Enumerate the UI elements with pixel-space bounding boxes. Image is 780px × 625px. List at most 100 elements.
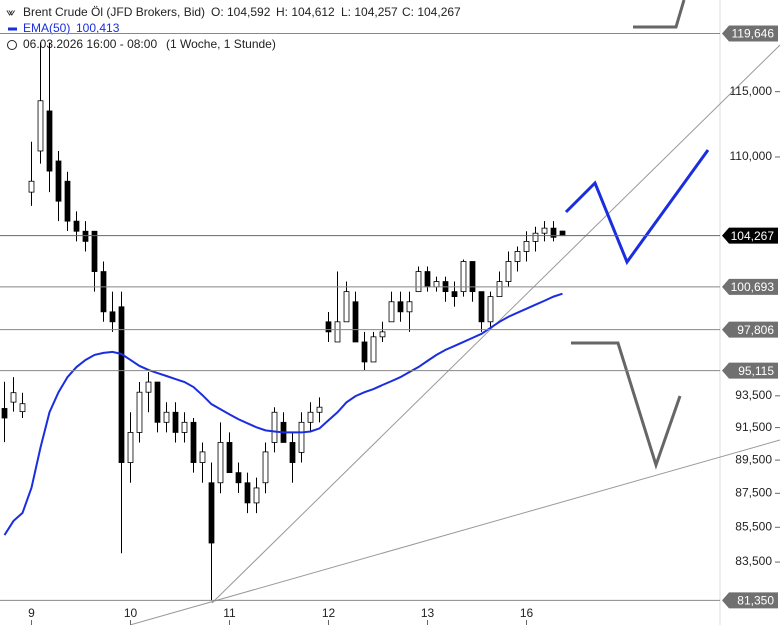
y-tick-label: 91,500: [735, 420, 772, 434]
candle-body: [478, 291, 485, 323]
chart-title: Brent Crude Öl (JFD Brokers, Bid): [23, 5, 205, 19]
trend-line: [129, 439, 780, 625]
candle-body: [37, 100, 44, 152]
candle-body: [334, 321, 341, 343]
candle-body: [298, 421, 305, 453]
y-tick-label: 110,000: [730, 149, 773, 163]
x-tick-label: 10: [124, 606, 138, 620]
price-label-box: [722, 227, 778, 244]
price-label: 95,115: [738, 364, 774, 378]
ohlc-info: H: 104,612: [276, 5, 335, 19]
candle-body: [415, 271, 422, 293]
candle-body: [91, 230, 98, 272]
legend: ⩖ Brent Crude Öl (JFD Brokers, Bid) O: 1…: [6, 5, 461, 51]
candle-body: [379, 331, 386, 338]
candle-body: [361, 341, 368, 363]
candle-body: [109, 311, 116, 323]
candle-body: [181, 421, 188, 433]
y-tick-label: 93,500: [735, 388, 772, 402]
candle-body: [424, 271, 431, 288]
candle-body: [172, 411, 179, 433]
x-tick-label: 12: [322, 606, 336, 620]
candle-body: [514, 251, 521, 262]
candle-body: [28, 180, 35, 193]
candle-body: [451, 291, 458, 298]
candle-body: [253, 487, 260, 504]
candle-body: [388, 301, 395, 323]
candle-body: [271, 411, 278, 443]
candle-body: [226, 442, 233, 474]
clock-icon: [7, 40, 17, 50]
candle-body: [118, 306, 125, 463]
candle-body: [433, 281, 440, 288]
candle-body: [127, 432, 134, 463]
candle-body: [325, 321, 332, 333]
price-label-box: [722, 278, 778, 295]
candle-body: [82, 230, 89, 242]
price-label: 119,646: [732, 27, 775, 41]
icon: ⩖: [6, 5, 16, 19]
candle-body: [10, 392, 17, 403]
price-label: 97,806: [737, 323, 774, 337]
ema-line: [3, 292, 563, 536]
candle-body: [289, 442, 296, 463]
candle-body: [190, 421, 197, 463]
candle-body: [55, 160, 62, 202]
candle-body: [235, 472, 242, 484]
legend-value: 100,413: [76, 21, 120, 35]
drawing: [564, 149, 710, 266]
x-tick-label: 11: [223, 606, 236, 620]
candle-body: [73, 220, 80, 232]
candle-body: [406, 301, 413, 313]
candle-body: [505, 261, 512, 282]
candle-body: [316, 406, 323, 413]
candle-body: [532, 232, 539, 242]
candle-body: [397, 301, 404, 313]
ohlc-info: L: 104,257: [341, 5, 398, 19]
drawing: [633, 0, 686, 29]
ohlc-info: C: 104,267: [402, 5, 461, 19]
price-label: 104,267: [731, 229, 775, 243]
x-tick-label: 9: [28, 606, 35, 620]
candle-body: [352, 301, 359, 343]
candle-body: [19, 403, 26, 413]
candle-body: [487, 296, 494, 323]
candle-body: [208, 482, 215, 544]
y-tick-label: 115,000: [730, 84, 773, 98]
candle-body: [307, 411, 314, 423]
y-tick-label: 85,500: [735, 519, 772, 533]
candle-body: [154, 381, 161, 423]
candle-body: [496, 281, 503, 298]
price-label-box: [722, 25, 778, 42]
candle-body: [370, 336, 377, 363]
candle-body: [199, 451, 206, 463]
y-tick-label: 87,500: [735, 485, 772, 499]
candle-body: [64, 180, 71, 222]
candle-body: [460, 261, 467, 293]
price-label-box: [722, 592, 778, 609]
candle-body: [163, 411, 170, 423]
y-tick-label: 83,500: [735, 554, 772, 568]
period: (1 Woche, 1 Stunde): [166, 37, 276, 51]
y-tick-label: 89,500: [735, 452, 772, 466]
legend-entry: EMA(50): [23, 21, 70, 35]
candle-body: [523, 240, 530, 252]
candle-body: [262, 451, 269, 484]
candle-body: [136, 391, 143, 433]
candle-body: [46, 110, 53, 172]
candle-body: [550, 227, 557, 238]
price-label-box: [722, 321, 778, 338]
candle-body: [559, 230, 566, 237]
candle-body: [1, 408, 8, 419]
x-tick-label: 16: [520, 606, 534, 620]
candle-body: [217, 442, 224, 484]
drawing: [571, 341, 682, 470]
price-label: 100,693: [731, 280, 775, 294]
date-range: 06.03.2026 16:00 - 08:00: [23, 37, 157, 51]
candle-body: [469, 261, 476, 293]
candle-body: [343, 291, 350, 323]
price-label-box: [722, 362, 778, 379]
x-tick-label: 13: [421, 606, 435, 620]
